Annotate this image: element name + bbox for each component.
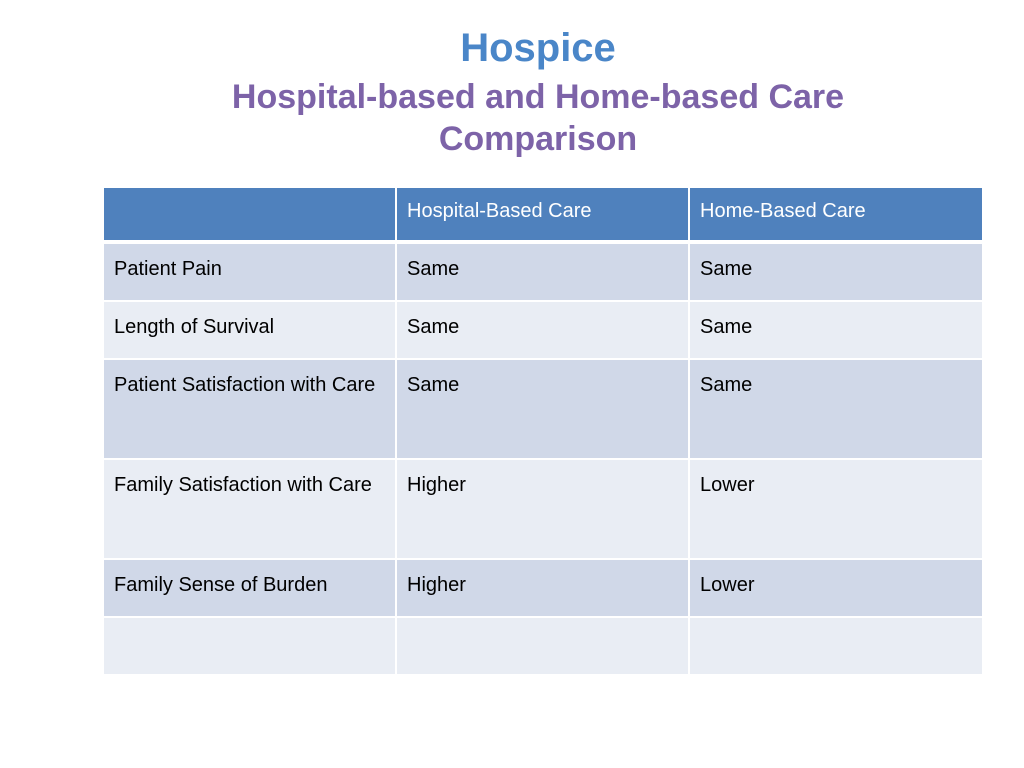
comparison-table: Hospital-Based Care Home-Based Care Pati… xyxy=(102,186,984,676)
table-row: Family Satisfaction with Care Higher Low… xyxy=(102,458,984,560)
hospital-value: Higher xyxy=(395,558,690,618)
table-header-row: Hospital-Based Care Home-Based Care xyxy=(102,186,984,244)
table-row: Family Sense of Burden Higher Lower xyxy=(102,558,984,618)
header-cell-hospital: Hospital-Based Care xyxy=(395,186,690,244)
hospital-value: Same xyxy=(395,358,690,460)
row-label: Patient Satisfaction with Care xyxy=(102,358,397,460)
slide-title: Hospice xyxy=(460,26,616,70)
table-row: Patient Pain Same Same xyxy=(102,241,984,302)
home-value xyxy=(688,616,984,676)
title-block: Hospice Hospital-based and Home-based Ca… xyxy=(0,22,1024,158)
row-label xyxy=(102,616,397,676)
hospital-value xyxy=(395,616,690,676)
slide-subtitle: Hospital-based and Home-based Care Compa… xyxy=(231,78,845,158)
row-label: Length of Survival xyxy=(102,300,397,360)
header-cell-empty xyxy=(102,186,397,244)
row-label: Patient Pain xyxy=(102,241,397,302)
home-value: Lower xyxy=(688,458,984,560)
home-value: Same xyxy=(688,300,984,360)
home-value: Same xyxy=(688,241,984,302)
row-label: Family Sense of Burden xyxy=(102,558,397,618)
hospital-value: Same xyxy=(395,300,690,360)
header-cell-home: Home-Based Care xyxy=(688,186,984,244)
table-row-empty xyxy=(102,616,984,676)
table-row: Length of Survival Same Same xyxy=(102,300,984,360)
hospital-value: Same xyxy=(395,241,690,302)
home-value: Same xyxy=(688,358,984,460)
table-row: Patient Satisfaction with Care Same Same xyxy=(102,358,984,460)
hospital-value: Higher xyxy=(395,458,690,560)
row-label: Family Satisfaction with Care xyxy=(102,458,397,560)
home-value: Lower xyxy=(688,558,984,618)
